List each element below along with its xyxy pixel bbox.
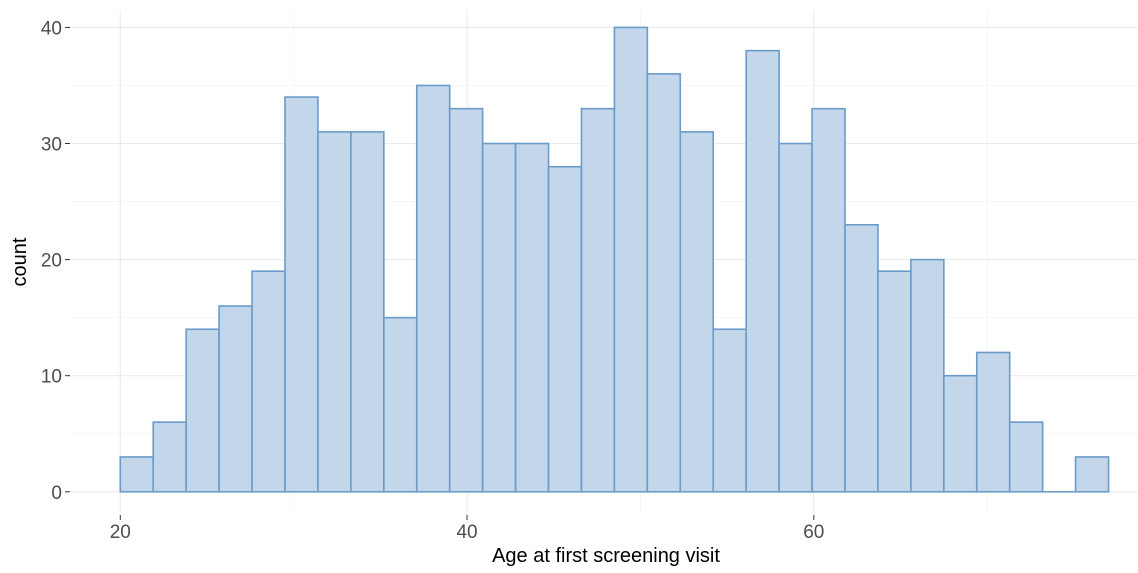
histogram-bar — [844, 223, 879, 493]
histogram-bar — [679, 131, 715, 493]
y-tick-label: 0 — [51, 483, 62, 504]
histogram-bar — [415, 84, 451, 493]
histogram-bar — [448, 107, 484, 493]
y-tick-label: 40 — [41, 18, 62, 39]
y-tick-label: 30 — [41, 135, 62, 156]
histogram-bars — [119, 26, 1110, 493]
histogram-bar — [547, 165, 583, 493]
x-tick-label: 40 — [456, 522, 477, 543]
histogram-bar — [811, 107, 846, 493]
y-axis-title: count — [9, 237, 31, 286]
x-axis-title: Age at first screening visit — [492, 545, 720, 567]
histogram-bar — [152, 421, 187, 493]
histogram-bar — [613, 26, 649, 493]
histogram-bar — [119, 456, 155, 493]
x-axis: 20 40 60 — [110, 515, 824, 543]
histogram-bar — [284, 96, 319, 493]
histogram-bar — [218, 305, 253, 493]
x-tick-label: 60 — [803, 522, 824, 543]
histogram-bar — [778, 142, 813, 493]
x-tick-label: 20 — [110, 522, 131, 543]
histogram-bar — [745, 49, 780, 493]
histogram-bar — [1074, 456, 1110, 493]
histogram-bar — [975, 351, 1011, 493]
histogram-bar — [580, 107, 616, 493]
y-tick-label: 10 — [41, 367, 62, 388]
histogram-bar — [910, 258, 945, 493]
y-tick-label: 20 — [41, 251, 62, 272]
histogram-bar — [712, 328, 747, 493]
histogram-bar — [877, 270, 912, 493]
histogram-bar — [317, 131, 352, 493]
histogram-bar — [646, 73, 682, 493]
histogram-bar — [185, 328, 220, 493]
histogram-bar — [481, 142, 517, 493]
y-axis: 0 10 20 30 40 — [41, 18, 70, 504]
histogram-bar — [943, 374, 978, 493]
histogram-bar — [251, 270, 286, 493]
histogram-bar — [514, 142, 550, 493]
histogram-bar — [1008, 421, 1044, 493]
histogram-bar — [350, 131, 385, 493]
histogram-bar — [383, 316, 418, 493]
